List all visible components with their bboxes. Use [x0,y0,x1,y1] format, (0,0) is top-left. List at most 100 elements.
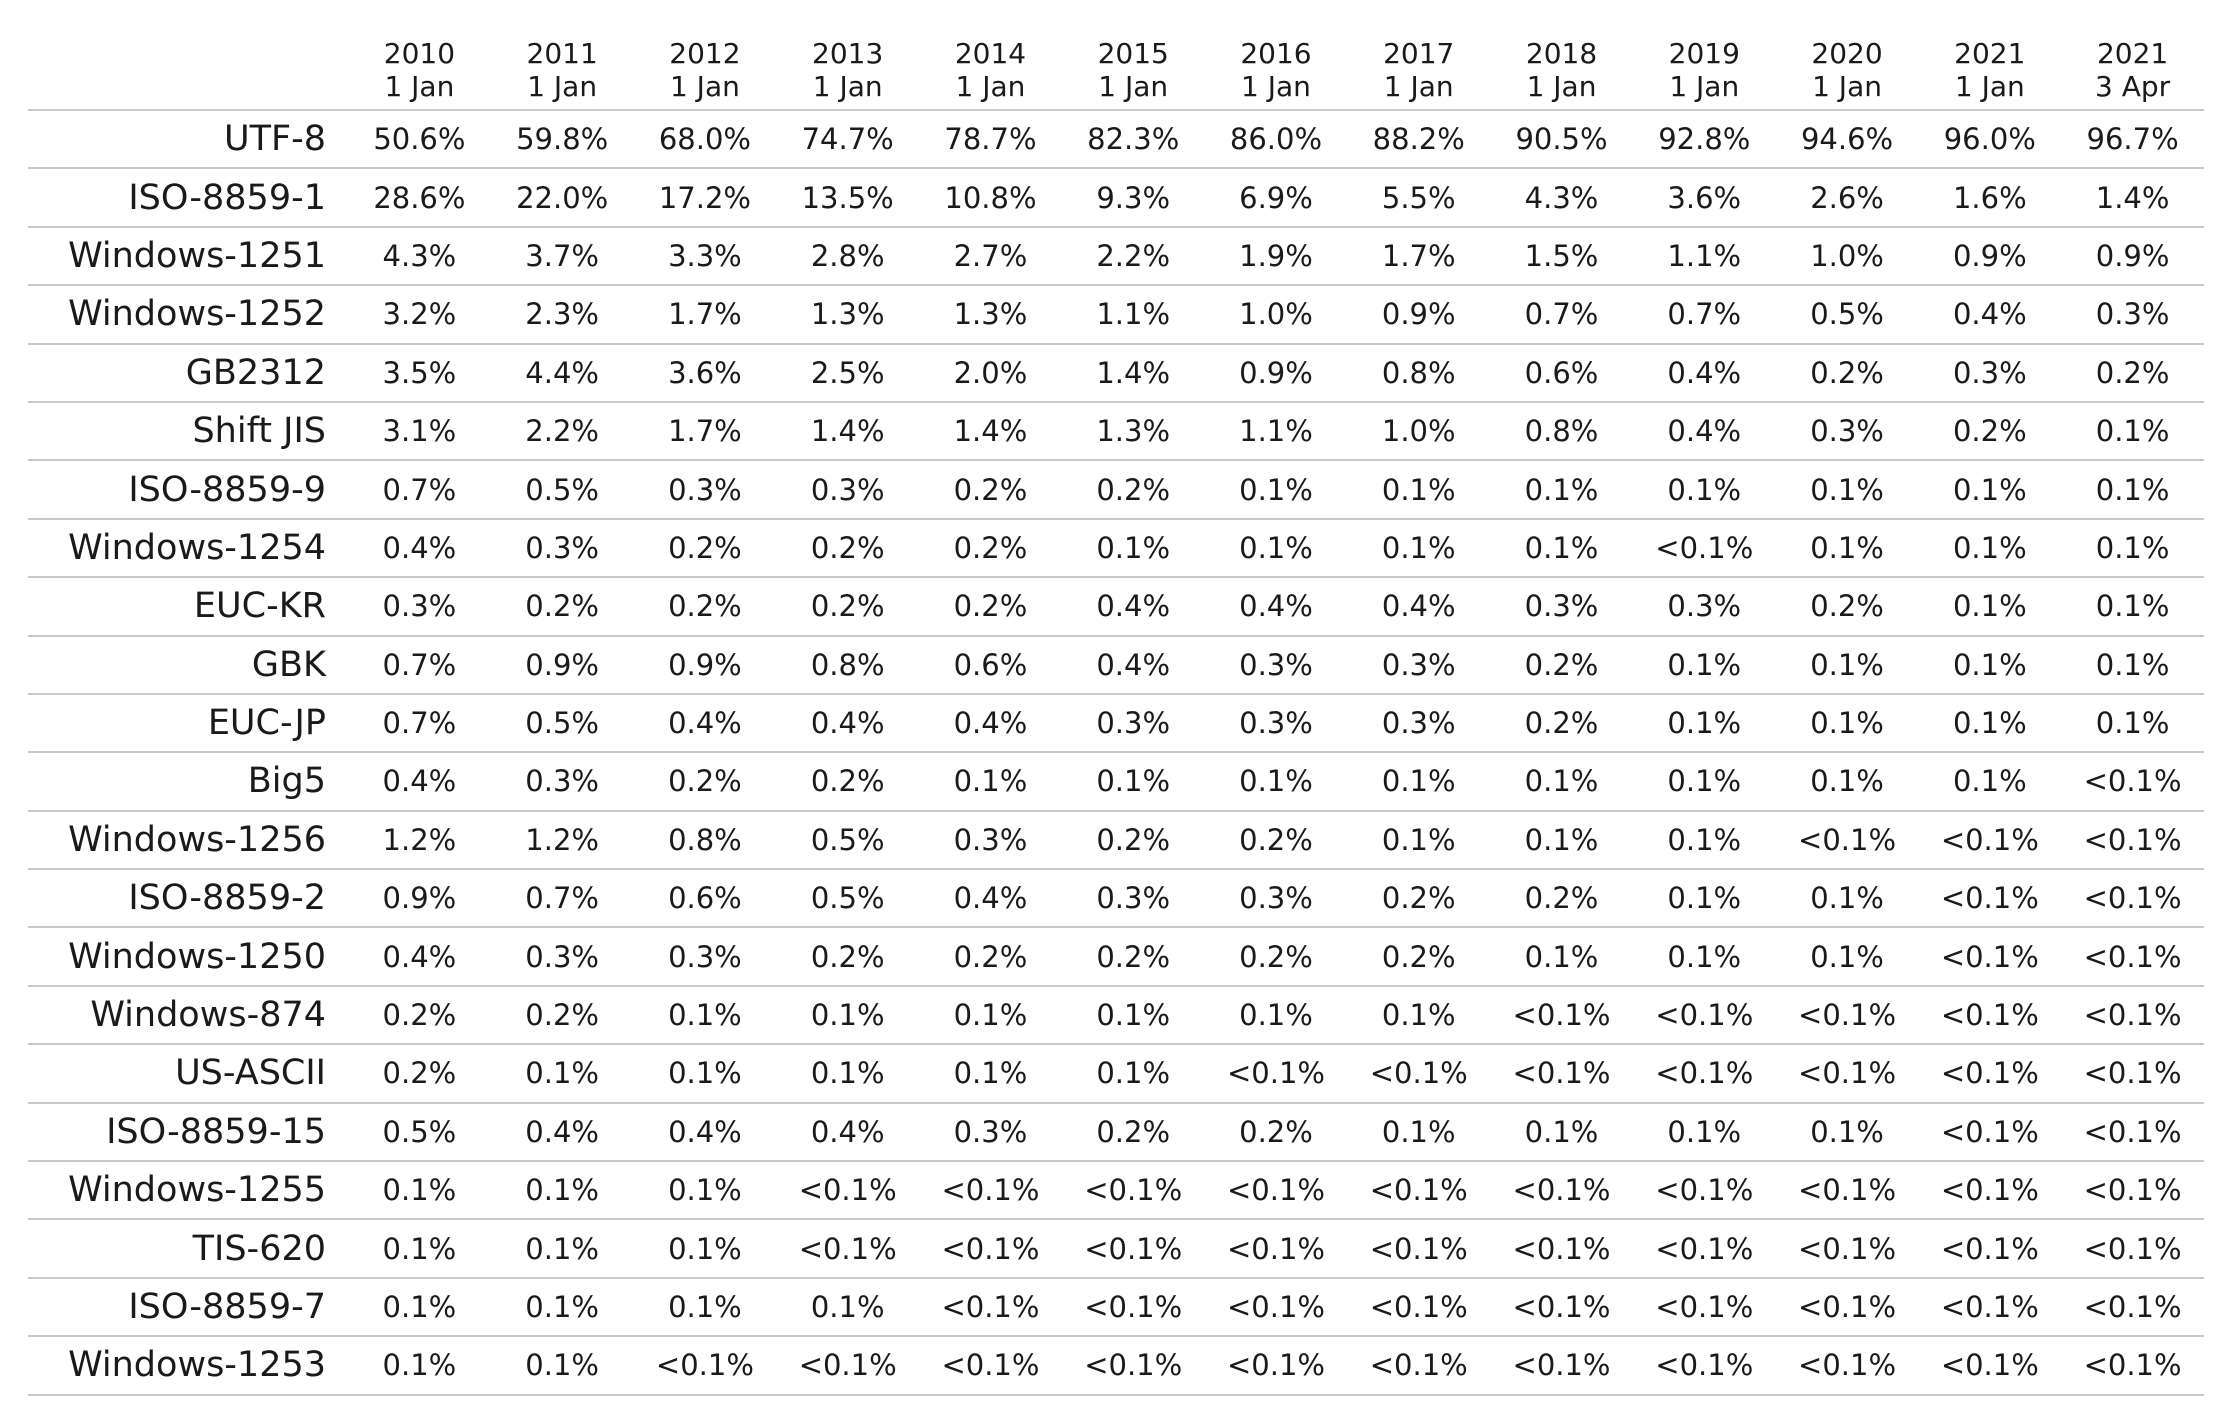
share-cell: 0.2% [1061,1102,1205,1163]
share-cell: <0.1% [1347,1219,1491,1279]
share-cell: 2.0% [919,343,1062,403]
share-cell: 0.1% [1061,518,1205,579]
share-cell: 0.3% [2061,285,2204,345]
table-row: Windows-1254 0.4% 0.3% 0.2% 0.2% 0.2% 0.1% 0.1%… [28,518,2204,579]
share-cell: 59.8% [490,110,634,170]
share-cell: 10.8% [919,168,1062,228]
share-cell: 0.1% [1775,693,1919,754]
share-cell: 1.0% [1204,285,1348,345]
header-row: 2010 1 Jan 2011 1 Jan 2012 1 Jan 2013 1 Jan 2014… [28,30,2204,111]
share-cell: 0.1% [2061,577,2204,637]
column-header: 2015 1 Jan [1061,30,1205,111]
column-year: 2017 [1383,37,1455,70]
share-cell: <0.1% [919,1336,1062,1396]
table-row: Windows-874 0.2% 0.2% 0.1% 0.1% 0.1% 0.1% 0.1% 0… [28,985,2204,1046]
share-cell: 0.4% [1204,577,1348,637]
share-cell: 0.2% [776,752,920,812]
share-cell: 1.1% [1632,226,1776,287]
share-cell: 2.5% [776,343,920,403]
share-cell: 1.3% [919,285,1062,345]
share-cell: <0.1% [2061,1044,2204,1104]
column-date: 1 Jan [669,70,740,103]
share-cell: 0.2% [633,752,777,812]
share-cell: 0.1% [1347,985,1491,1046]
share-cell: 0.1% [1775,518,1919,579]
column-date: 1 Jan [1241,70,1311,103]
table-row: ISO-8859-7 0.1% 0.1% 0.1% 0.1% <0.1% <0.1% <0.1… [28,1277,2204,1338]
share-cell: 0.1% [1775,752,1919,812]
column-header: 2017 1 Jan [1347,30,1491,111]
share-cell: 0.4% [919,693,1062,754]
share-cell: 3.6% [633,343,777,403]
share-cell: 0.9% [633,635,777,695]
share-cell: 2.2% [1061,226,1205,287]
table-row: US-ASCII 0.2% 0.1% 0.1% 0.1% 0.1% 0.1% <0.1% <0.… [28,1044,2204,1104]
column-header: 2011 1 Jan [490,30,634,111]
share-cell: 0.4% [919,869,1062,929]
share-cell: <0.1% [1490,1277,1633,1338]
share-cell: 0.2% [1061,810,1205,871]
share-cell: 0.4% [1632,343,1776,403]
share-cell: 0.1% [919,1044,1062,1104]
column-year: 2021 [1954,37,2026,70]
share-cell: 4.3% [1490,168,1633,228]
encoding-label: Shift JIS [28,401,348,462]
share-cell: 96.7% [2061,110,2204,170]
share-cell: 3.3% [633,226,777,287]
share-cell: 1.2% [490,810,634,871]
share-cell: 22.0% [490,168,634,228]
share-cell: 0.1% [1490,752,1633,812]
encoding-label: Windows-1252 [28,285,348,345]
share-cell: <0.1% [2061,752,2204,812]
share-cell: <0.1% [1918,927,2062,987]
share-cell: 0.1% [348,1336,491,1396]
share-cell: 96.0% [1918,110,2062,170]
share-cell: 68.0% [633,110,777,170]
share-cell: 0.1% [776,985,920,1046]
share-cell: 0.1% [1775,635,1919,695]
share-cell: 1.7% [633,285,777,345]
share-cell: 0.5% [490,693,634,754]
share-cell: 1.4% [1061,343,1205,403]
share-cell: 0.1% [1632,693,1776,754]
share-cell: 0.4% [1061,577,1205,637]
share-cell: <0.1% [2061,1161,2204,1221]
share-cell: 3.1% [348,401,491,462]
share-cell: 0.3% [1347,635,1491,695]
share-cell: 3.2% [348,285,491,345]
share-cell: 94.6% [1775,110,1919,170]
share-cell: <0.1% [1775,1277,1919,1338]
share-cell: 0.1% [1204,985,1348,1046]
share-cell: 0.1% [633,1219,777,1279]
share-cell: <0.1% [919,1219,1062,1279]
table-row: Windows-1253 0.1% 0.1% <0.1% <0.1% <0.1% <0.1%… [28,1336,2204,1396]
share-cell: 0.9% [1204,343,1348,403]
share-cell: <0.1% [1490,1161,1633,1221]
share-cell: 0.1% [490,1044,634,1104]
share-cell: <0.1% [1918,810,2062,871]
table-row: ISO-8859-9 0.7% 0.5% 0.3% 0.3% 0.2% 0.2% 0.1% 0.… [28,460,2204,520]
share-cell: 92.8% [1632,110,1776,170]
share-cell: <0.1% [1632,985,1776,1046]
column-header: 2014 1 Jan [919,30,1062,111]
share-cell: 0.1% [1347,752,1491,812]
share-cell: 0.2% [1918,401,2062,462]
table-row: ISO-8859-15 0.5% 0.4% 0.4% 0.4% 0.3% 0.2% 0.2% 0… [28,1102,2204,1163]
share-cell: 2.2% [490,401,634,462]
share-cell: <0.1% [1918,1161,2062,1221]
share-cell: <0.1% [2061,1277,2204,1338]
share-cell: 0.5% [490,460,634,520]
share-cell: 0.5% [776,810,920,871]
share-cell: 0.2% [919,460,1062,520]
share-cell: 0.1% [1632,927,1776,987]
table-row: Windows-1252 3.2% 2.3% 1.7% 1.3% 1.3% 1.1% 1.0%… [28,285,2204,345]
column-year: 2019 [1668,37,1740,70]
share-cell: 0.7% [348,693,491,754]
encoding-label: EUC-KR [28,577,348,637]
share-cell: <0.1% [1918,1219,2062,1279]
share-cell: 0.1% [1632,869,1776,929]
table-row: EUC-JP 0.7% 0.5% 0.4% 0.4% 0.4% 0.3% 0.3% 0.3% 0.… [28,693,2204,754]
column-year: 2021 [2096,37,2169,70]
table-row: EUC-KR 0.3% 0.2% 0.2% 0.2% 0.2% 0.4% 0.4% 0.4% 0.… [28,577,2204,637]
share-cell: 0.2% [1775,343,1919,403]
